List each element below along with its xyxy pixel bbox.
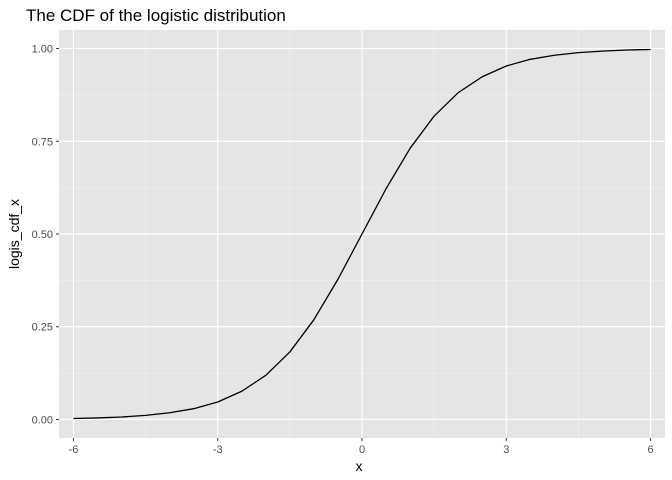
- y-tick-label: 0.00: [32, 414, 53, 426]
- x-tick-label: -6: [69, 444, 79, 456]
- x-tick-label: 0: [359, 444, 365, 456]
- x-tick-label: -3: [213, 444, 223, 456]
- x-tick-label: 3: [503, 444, 509, 456]
- x-tick-label: 6: [648, 444, 654, 456]
- y-axis-title: logis_cdf_x: [6, 199, 22, 269]
- y-tick-label: 1.00: [32, 44, 53, 56]
- x-axis-ticks: -6 -3 0 3 6: [69, 438, 654, 456]
- y-tick-label: 0.25: [32, 322, 53, 334]
- y-tick-label: 0.50: [32, 229, 53, 241]
- series-layer: [73, 48, 651, 420]
- y-tick-label: 0.75: [32, 136, 53, 148]
- chart-title: The CDF of the logistic distribution: [26, 6, 286, 25]
- series-line: [73, 48, 651, 420]
- y-axis-ticks: 0.00 0.25 0.50 0.75 1.00: [32, 44, 59, 426]
- x-axis-title: x: [356, 458, 363, 474]
